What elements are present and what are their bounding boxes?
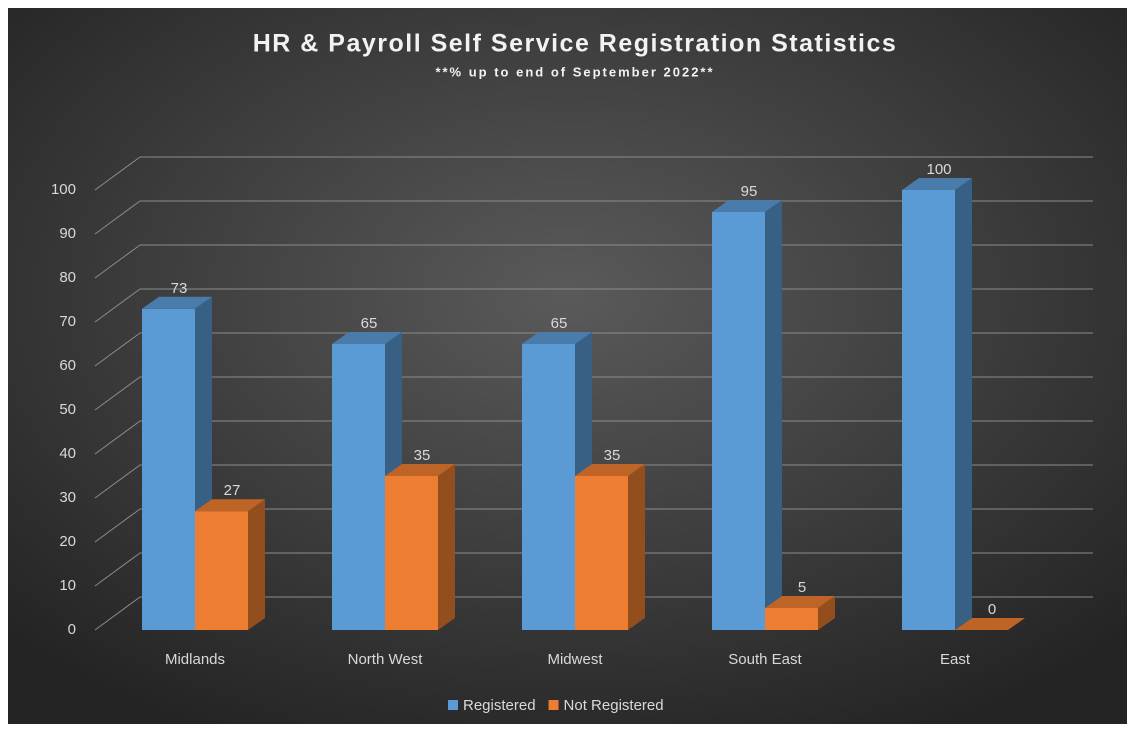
x-tick-label: Midlands: [165, 651, 225, 668]
data-label: 35: [604, 447, 621, 464]
bar-side: [628, 464, 645, 630]
grid-line: [94, 596, 141, 631]
bar-side: [818, 596, 835, 630]
bar-top: [195, 499, 265, 512]
data-label: 73: [171, 280, 188, 297]
data-label: 65: [361, 315, 378, 332]
y-tick-label: 80: [59, 269, 76, 286]
data-label: 35: [414, 447, 431, 464]
data-label: 5: [798, 579, 806, 596]
bar-side: [765, 200, 782, 630]
grid-line: [94, 508, 141, 543]
grid-line: [94, 420, 141, 455]
bar-top: [955, 618, 1025, 630]
y-tick-label: 40: [59, 445, 76, 462]
bar: [712, 212, 765, 630]
bar-top: [765, 596, 835, 608]
y-tick-label: 50: [59, 401, 76, 418]
grid-line: [94, 200, 141, 235]
chart-title: HR & Payroll Self Service Registration S…: [253, 30, 898, 58]
bar-top: [142, 296, 212, 309]
x-tick-label: South East: [728, 651, 802, 668]
x-tick-label: Midwest: [547, 651, 603, 668]
y-tick-label: 100: [51, 181, 76, 198]
bar-side: [438, 464, 455, 630]
bar: [332, 344, 385, 630]
y-tick-label: 10: [59, 577, 76, 594]
bar: [765, 608, 818, 630]
data-label: 100: [926, 161, 951, 178]
data-label: 0: [988, 601, 996, 618]
grid-line: [94, 288, 141, 323]
bar: [195, 511, 248, 630]
legend-label: Not Registered: [564, 697, 664, 714]
bar: [385, 476, 438, 630]
bar: [575, 476, 628, 630]
bar: [902, 190, 955, 630]
y-tick-label: 60: [59, 357, 76, 374]
bar: [522, 344, 575, 630]
grid-line: [94, 552, 141, 587]
y-tick-label: 90: [59, 225, 76, 242]
bar-top: [902, 178, 972, 190]
x-tick-label: North West: [348, 651, 424, 668]
data-label: 95: [741, 183, 758, 200]
grid-line: [94, 332, 141, 367]
y-tick-label: 0: [68, 621, 76, 638]
bar-top: [575, 464, 645, 476]
bar-top: [385, 464, 455, 476]
x-tick-label: East: [940, 651, 971, 668]
legend-swatch: [448, 700, 458, 710]
bar-side: [955, 178, 972, 630]
y-tick-label: 30: [59, 489, 76, 506]
legend-label: Registered: [463, 697, 536, 714]
grid-line: [94, 244, 141, 279]
bar-top: [332, 332, 402, 344]
y-tick-label: 70: [59, 313, 76, 330]
bar-top: [522, 332, 592, 344]
legend-swatch: [548, 700, 559, 710]
chart-subtitle: **% up to end of September 2022**: [435, 64, 714, 79]
grid-line: [94, 464, 141, 499]
data-label: 27: [224, 482, 241, 499]
grid-line: [94, 376, 141, 411]
grid-line: [94, 156, 141, 191]
bar-top: [712, 200, 782, 212]
data-label: 65: [551, 315, 568, 332]
y-tick-label: 20: [59, 533, 76, 550]
bar-side: [248, 499, 265, 630]
bar: [142, 308, 195, 630]
